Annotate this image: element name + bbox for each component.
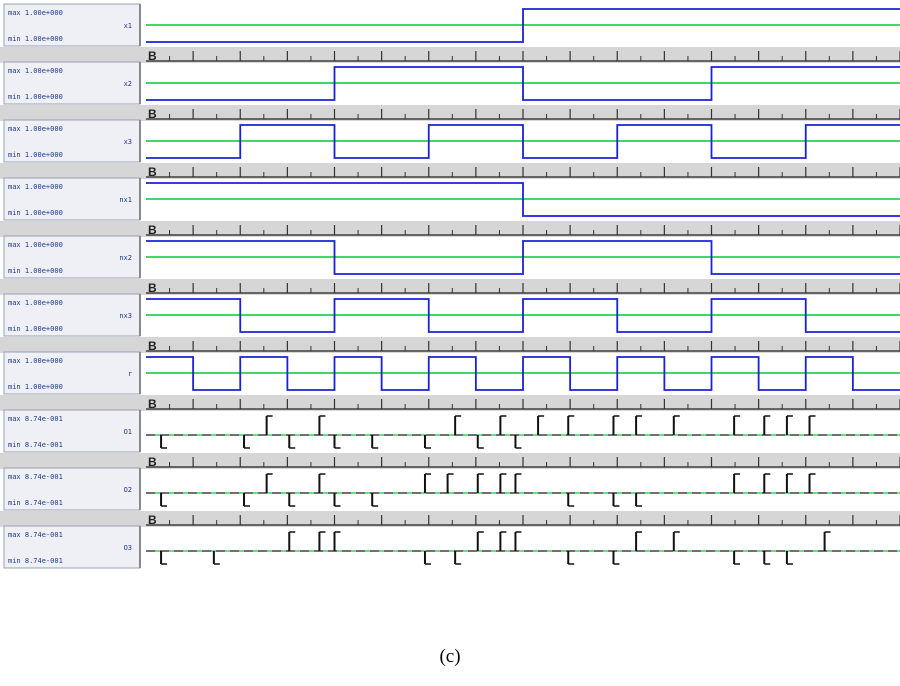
channel-max-label: max 8.74e-001 [8, 473, 63, 481]
time-ruler: B [0, 105, 900, 121]
channel-nx2: max 1.00e+000 nx2 min 1.00e+000 B [0, 235, 900, 295]
channel-name-label: O2 [124, 486, 132, 494]
channel-min-label: min 1.00e+000 [8, 35, 63, 43]
figure-caption: (c) [439, 646, 461, 667]
channel-min-label: min 1.00e+000 [8, 93, 63, 101]
channel-O1: max 8.74e-001 O1 min 8.74e-001 B [0, 409, 900, 469]
channel-max-label: max 1.00e+000 [8, 357, 63, 365]
digital-trace [146, 356, 900, 391]
ruler-background [0, 221, 900, 237]
channel-name-label: O1 [124, 428, 132, 436]
channel-name-label: nx1 [119, 196, 132, 204]
channel-label-panel [3, 119, 141, 163]
time-ruler: B [0, 511, 900, 527]
channel-min-label: min 8.74e-001 [8, 557, 63, 565]
channel-min-label: min 1.00e+000 [8, 209, 63, 217]
channel-label-panel [3, 3, 141, 47]
ruler-background [0, 511, 900, 527]
digital-trace [146, 298, 900, 333]
digital-trace [146, 240, 900, 275]
time-ruler: B [0, 221, 900, 237]
channel-min-label: min 8.74e-001 [8, 499, 63, 507]
channel-min-label: min 1.00e+000 [8, 325, 63, 333]
channel-max-label: max 8.74e-001 [8, 531, 63, 539]
time-ruler: B [0, 337, 900, 353]
channel-name-label: x1 [124, 22, 132, 30]
channel-name-label: O3 [124, 544, 132, 552]
channel-max-label: max 1.00e+000 [8, 125, 63, 133]
channel-O2: max 8.74e-001 O2 min 8.74e-001 B [0, 467, 900, 527]
ruler-background [0, 105, 900, 121]
channel-max-label: max 1.00e+000 [8, 183, 63, 191]
ruler-begin-marker: B [148, 455, 157, 469]
channel-name-label: x2 [124, 80, 132, 88]
ruler-begin-marker: B [148, 513, 157, 527]
channel-O3: max 8.74e-001 O3 min 8.74e-001 [3, 525, 900, 569]
channel-label-panel [3, 177, 141, 221]
time-ruler: B [0, 395, 900, 411]
ruler-begin-marker: B [148, 165, 157, 179]
ruler-background [0, 163, 900, 179]
channel-nx1: max 1.00e+000 nx1 min 1.00e+000 B [0, 177, 900, 237]
channel-max-label: max 1.00e+000 [8, 67, 63, 75]
ruler-begin-marker: B [148, 49, 157, 63]
digital-trace [146, 8, 900, 43]
channel-min-label: min 1.00e+000 [8, 383, 63, 391]
channel-label-panel [3, 467, 141, 511]
ruler-background [0, 395, 900, 411]
channel-name-label: r [128, 370, 132, 378]
digital-trace [146, 124, 900, 159]
channel-max-label: max 1.00e+000 [8, 241, 63, 249]
ruler-begin-marker: B [148, 397, 157, 411]
channel-label-panel [3, 351, 141, 395]
channel-min-label: min 1.00e+000 [8, 267, 63, 275]
ruler-background [0, 453, 900, 469]
time-ruler: B [0, 163, 900, 179]
time-ruler: B [0, 47, 900, 63]
channel-nx3: max 1.00e+000 nx3 min 1.00e+000 B [0, 293, 900, 353]
channel-max-label: max 8.74e-001 [8, 415, 63, 423]
channel-x1: max 1.00e+000 x1 min 1.00e+000 B [0, 3, 900, 63]
channel-name-label: nx2 [119, 254, 132, 262]
ruler-background [0, 337, 900, 353]
time-ruler: B [0, 453, 900, 469]
channel-label-panel [3, 293, 141, 337]
time-ruler: B [0, 279, 900, 295]
ruler-begin-marker: B [148, 107, 157, 121]
channel-name-label: nx3 [119, 312, 132, 320]
channel-label-panel [3, 525, 141, 569]
ruler-begin-marker: B [148, 223, 157, 237]
channel-min-label: min 1.00e+000 [8, 151, 63, 159]
ruler-begin-marker: B [148, 281, 157, 295]
ruler-background [0, 279, 900, 295]
channel-label-panel [3, 235, 141, 279]
channel-max-label: max 1.00e+000 [8, 299, 63, 307]
digital-trace [146, 66, 900, 101]
channel-x2: max 1.00e+000 x2 min 1.00e+000 B [0, 61, 900, 121]
ruler-background [0, 47, 900, 63]
channel-label-panel [3, 61, 141, 105]
digital-trace [146, 182, 900, 217]
channel-max-label: max 1.00e+000 [8, 9, 63, 17]
channel-r: max 1.00e+000 r min 1.00e+000 B [0, 351, 900, 411]
channel-label-panel [3, 409, 141, 453]
channel-x3: max 1.00e+000 x3 min 1.00e+000 B [0, 119, 900, 179]
channel-min-label: min 8.74e-001 [8, 441, 63, 449]
channel-name-label: x3 [124, 138, 132, 146]
ruler-begin-marker: B [148, 339, 157, 353]
